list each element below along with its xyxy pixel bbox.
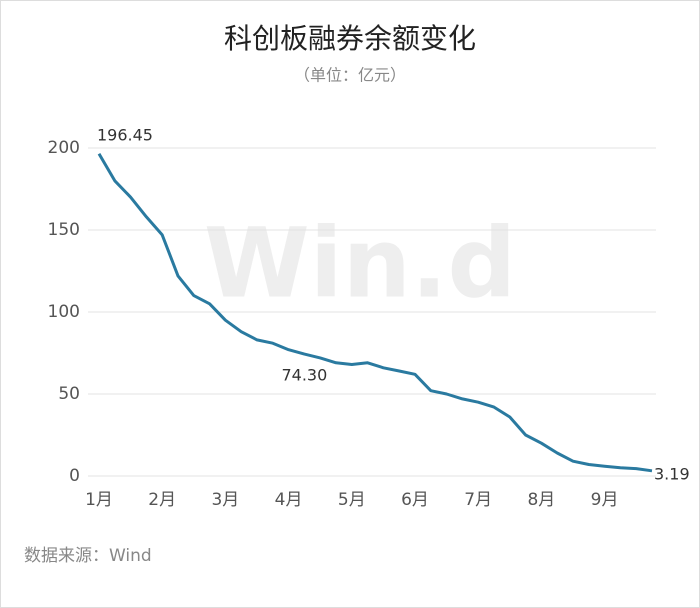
y-tick-label: 150: [48, 220, 80, 240]
x-tick-label: 9月: [591, 490, 619, 510]
y-tick-label: 200: [48, 138, 80, 158]
x-tick-label: 7月: [464, 490, 492, 510]
x-tick-label: 5月: [338, 490, 366, 510]
x-tick-label: 3月: [211, 490, 239, 510]
data-label: 74.30: [281, 366, 327, 385]
y-tick-label: 50: [58, 384, 80, 404]
x-tick-label: 6月: [401, 490, 429, 510]
chart-subtitle: （单位：亿元）: [294, 66, 406, 85]
watermark: Win.d: [204, 207, 516, 319]
x-tick-label: 4月: [275, 490, 303, 510]
source-note: 数据来源：Wind: [24, 546, 152, 566]
y-tick-label: 0: [69, 466, 80, 486]
data-label: 3.19: [654, 464, 690, 483]
chart-title: 科创板融券余额变化: [224, 22, 476, 55]
x-tick-label: 1月: [85, 490, 113, 510]
x-tick-label: 2月: [148, 490, 176, 510]
data-label: 196.45: [97, 125, 153, 144]
x-tick-label: 8月: [527, 490, 555, 510]
y-tick-label: 100: [48, 302, 80, 322]
data-line: [97, 153, 653, 473]
